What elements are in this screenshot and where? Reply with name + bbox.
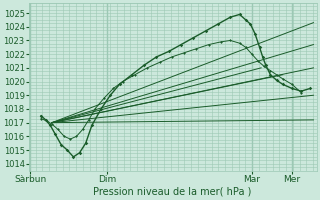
X-axis label: Pression niveau de la mer( hPa ): Pression niveau de la mer( hPa ) [93,187,252,197]
